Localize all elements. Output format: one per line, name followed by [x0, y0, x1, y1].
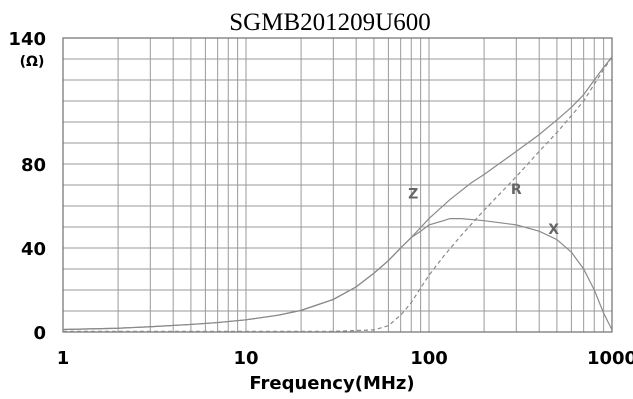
- series-line-x: [62, 218, 613, 331]
- x-axis-ticks: 1 10 100 1000: [57, 348, 633, 369]
- series-line-z: [62, 56, 613, 331]
- y-tick-label: 0: [33, 323, 46, 344]
- series-labels: Z R X: [408, 182, 559, 238]
- x-tick-label: 1: [57, 348, 70, 369]
- y-tick-label: 140: [8, 29, 46, 50]
- grid-lines: [62, 37, 613, 333]
- series-label-z: Z: [408, 186, 418, 202]
- y-tick-label: 40: [21, 239, 46, 260]
- y-axis-ticks: 0 40 80 140: [8, 29, 46, 344]
- series-label-r: R: [511, 182, 522, 198]
- y-axis-unit: (Ω): [20, 54, 45, 70]
- x-tick-label: 10: [233, 348, 258, 369]
- series-line-r: [63, 56, 613, 332]
- x-tick-label: 1000: [587, 348, 633, 369]
- series-label-x: X: [548, 222, 559, 238]
- chart-title: SGMB201209U600: [229, 9, 430, 36]
- series-group: [62, 56, 613, 332]
- plot-frame: [62, 37, 613, 333]
- x-tick-label: 100: [410, 348, 448, 369]
- y-tick-label: 80: [21, 155, 46, 176]
- x-axis-label: Frequency(MHz): [249, 373, 414, 394]
